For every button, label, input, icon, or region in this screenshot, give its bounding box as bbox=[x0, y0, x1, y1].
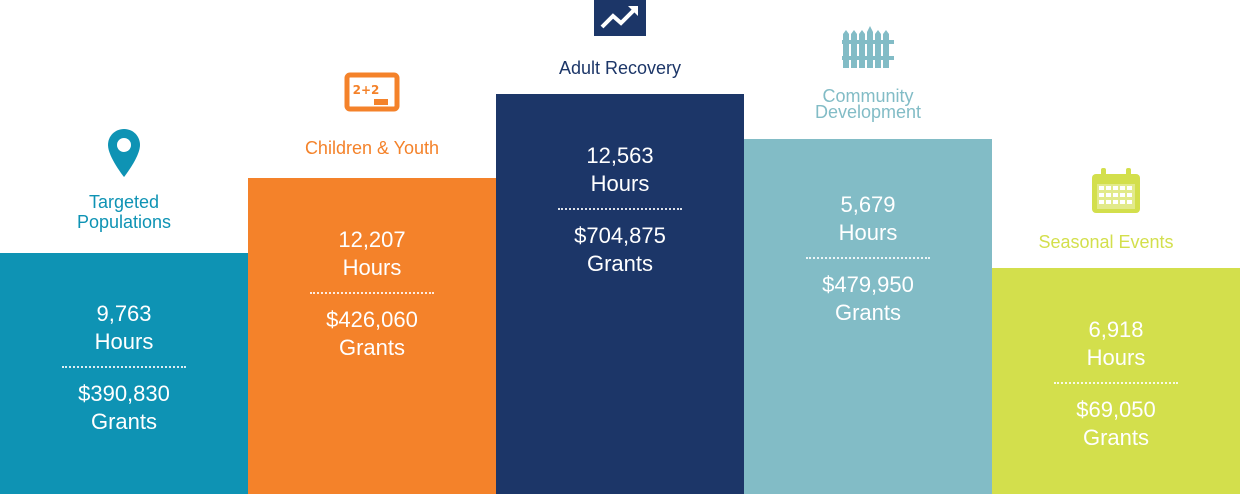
dotted-divider bbox=[62, 366, 186, 368]
bar: 12,207 Hours $426,060 Grants bbox=[248, 178, 496, 494]
category-label-text: Community Development bbox=[814, 86, 922, 122]
hours-unit: Hours bbox=[1086, 345, 1146, 370]
column-children-youth: 2+2 Children & Youth 12,207 Hours $426,0… bbox=[248, 0, 496, 494]
bar: 9,763 Hours $390,830 Grants bbox=[0, 253, 248, 494]
dotted-divider bbox=[1054, 382, 1178, 384]
grants-unit: Grants bbox=[586, 251, 654, 276]
hours-value: 6,918 bbox=[1088, 317, 1144, 342]
category-label: Children & Youth bbox=[304, 138, 440, 158]
grants-unit: Grants bbox=[90, 409, 158, 434]
column-seasonal-events: Seasonal Events 6,918 Hours $69,050 Gran… bbox=[992, 0, 1240, 494]
dotted-divider bbox=[310, 292, 434, 294]
bar: 5,679 Hours $479,950 Grants bbox=[744, 139, 992, 494]
map-pin-icon bbox=[108, 129, 140, 177]
hours-unit: Hours bbox=[94, 329, 154, 354]
category-label-text: Targeted Populations bbox=[76, 192, 172, 232]
hours-value: 12,207 bbox=[338, 227, 406, 252]
calendar-icon bbox=[1092, 168, 1140, 213]
hours-value: 9,763 bbox=[96, 301, 152, 326]
bar: 6,918 Hours $69,050 Grants bbox=[992, 268, 1240, 494]
grants-value: $479,950 bbox=[822, 272, 914, 297]
grants-value: $426,060 bbox=[326, 307, 418, 332]
hours-unit: Hours bbox=[590, 171, 650, 196]
grants-unit: Grants bbox=[338, 335, 406, 360]
bar: 12,563 Hours $704,875 Grants bbox=[496, 94, 744, 494]
grants-unit: Grants bbox=[834, 300, 902, 325]
grants-unit: Grants bbox=[1082, 425, 1150, 450]
grants-value: $704,875 bbox=[574, 223, 666, 248]
category-label: Targeted Populations bbox=[0, 192, 248, 232]
trending-up-icon bbox=[594, 0, 646, 36]
grants-value: $390,830 bbox=[78, 381, 170, 406]
category-label: Community Development bbox=[744, 86, 992, 122]
hours-unit: Hours bbox=[838, 220, 898, 245]
hours-unit: Hours bbox=[342, 255, 402, 280]
column-community-development: Community Development 5,679 Hours $479,9… bbox=[744, 0, 992, 494]
hours-value: 5,679 bbox=[840, 192, 896, 217]
hours-value: 12,563 bbox=[586, 143, 654, 168]
chalkboard-icon: 2+2 bbox=[344, 72, 400, 112]
fence-icon bbox=[842, 26, 894, 68]
category-label: Seasonal Events bbox=[1038, 232, 1174, 252]
column-adult-recovery: Adult Recovery 12,563 Hours $704,875 Gra… bbox=[496, 0, 744, 494]
grants-value: $69,050 bbox=[1076, 397, 1156, 422]
column-targeted-populations: Targeted Populations 9,763 Hours $390,83… bbox=[0, 0, 248, 494]
category-label: Adult Recovery bbox=[558, 58, 682, 78]
dotted-divider bbox=[806, 257, 930, 259]
dotted-divider bbox=[558, 208, 682, 210]
svg-text:2+2: 2+2 bbox=[353, 83, 380, 97]
